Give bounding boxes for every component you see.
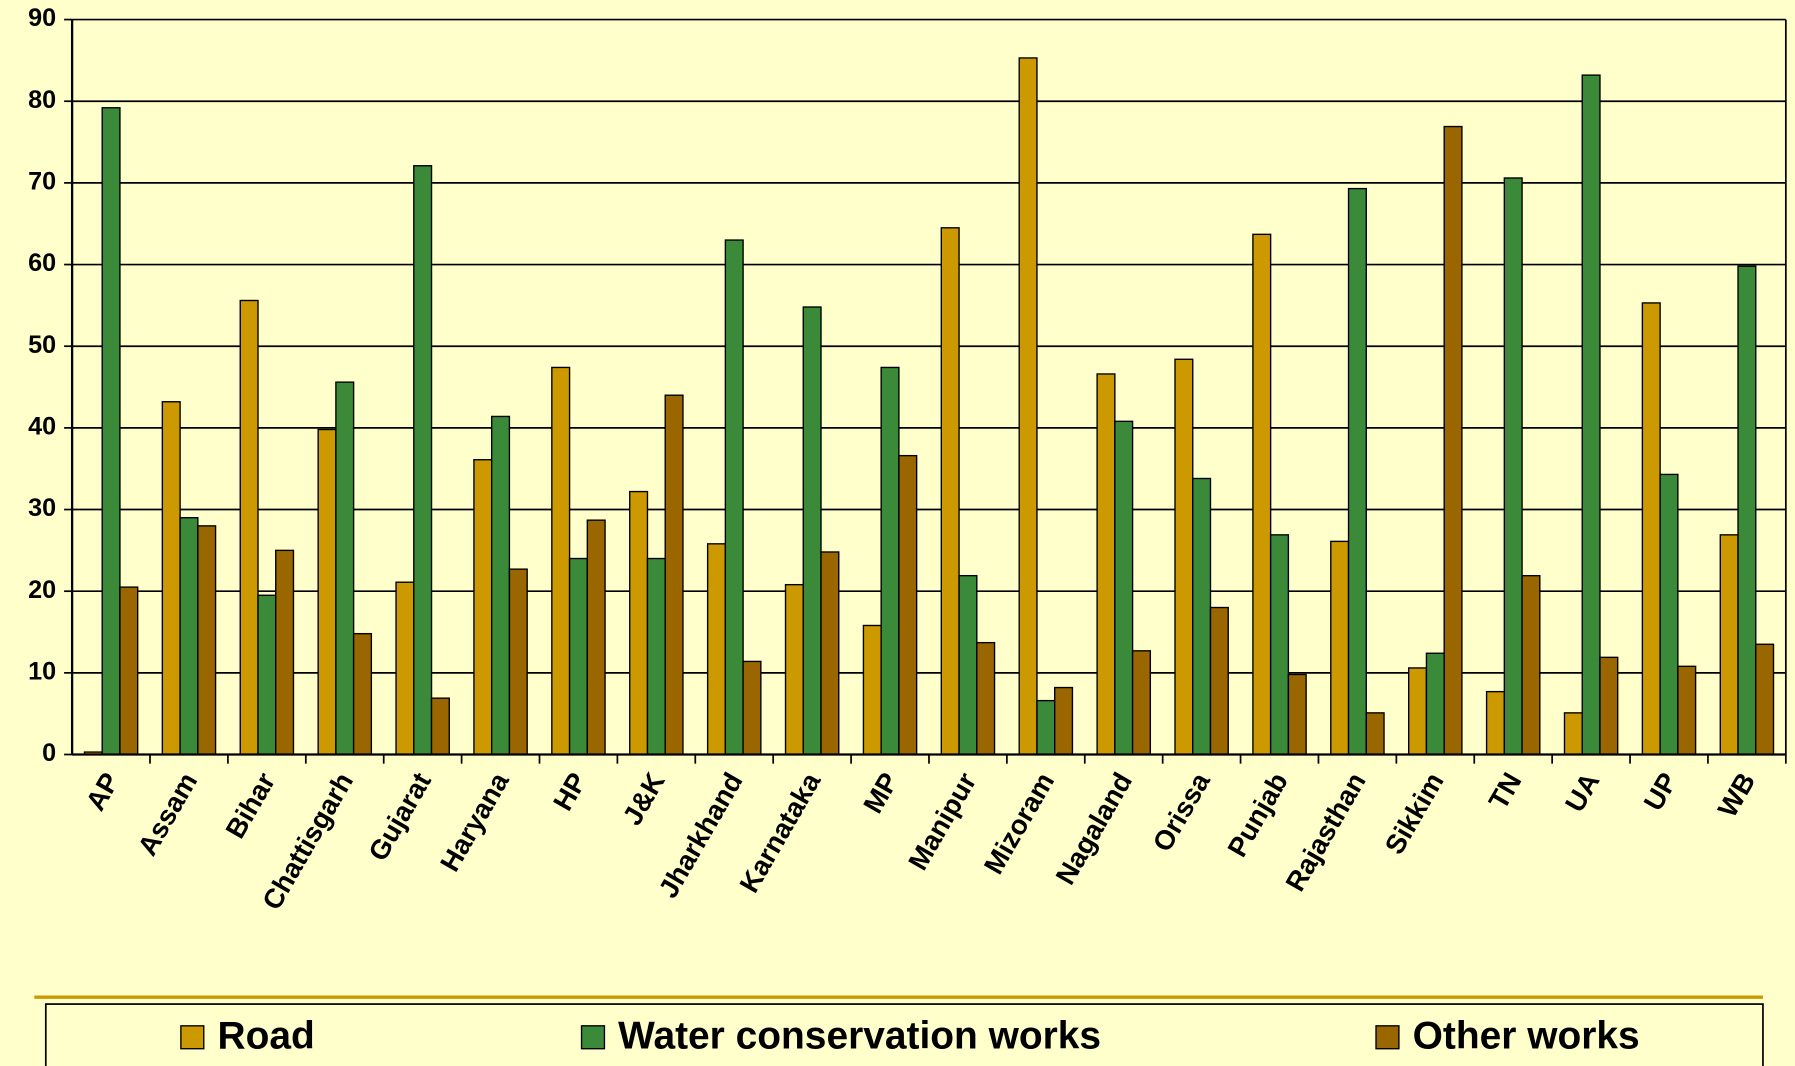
- bar: [1174, 358, 1194, 756]
- y-tick-label: 50: [28, 331, 56, 359]
- bar: [724, 239, 744, 756]
- bar: [1641, 302, 1661, 756]
- bar: [742, 660, 762, 756]
- bar: [1659, 473, 1679, 756]
- bar: [1719, 534, 1739, 756]
- y-tick-label: 20: [28, 576, 56, 604]
- bar: [1269, 534, 1290, 756]
- bar: [275, 549, 295, 756]
- bar: [1737, 265, 1757, 756]
- bar: [1521, 574, 1541, 756]
- bar: [430, 697, 450, 756]
- bar: [1096, 373, 1116, 756]
- bar: [784, 583, 804, 756]
- bar: [646, 557, 666, 756]
- bar: [1287, 673, 1307, 756]
- bar: [1252, 233, 1272, 756]
- bar: [1330, 540, 1350, 756]
- bar: [820, 551, 840, 756]
- legend-box: [44, 1003, 1764, 1066]
- bar: [1131, 650, 1152, 756]
- y-tick-label: 10: [28, 658, 56, 686]
- bar: [898, 454, 918, 756]
- bar: [976, 641, 996, 756]
- bar: [1054, 686, 1074, 756]
- bar: [119, 586, 139, 756]
- legend-swatch: [580, 1025, 606, 1050]
- y-tick-label: 40: [28, 413, 56, 441]
- y-tick-label: 70: [28, 168, 56, 196]
- legend-swatch: [1375, 1025, 1400, 1050]
- bar: [551, 366, 571, 756]
- bar: [1036, 699, 1056, 756]
- bar: [664, 394, 684, 756]
- y-tick-label: 80: [28, 86, 56, 114]
- bar: [1425, 652, 1445, 756]
- bar: [1209, 606, 1229, 756]
- bar: [490, 415, 511, 756]
- bar: [179, 517, 199, 756]
- bar: [1347, 187, 1367, 756]
- y-tick-label: 60: [28, 249, 56, 277]
- bar: [862, 624, 882, 756]
- bar: [413, 165, 433, 756]
- bar: [1485, 690, 1506, 756]
- bar: [1408, 667, 1428, 756]
- y-tick-label: 90: [28, 4, 56, 32]
- legend-label: Other works: [1413, 1015, 1640, 1058]
- y-tick-label: 30: [28, 494, 56, 522]
- bar: [880, 366, 900, 756]
- bar: [568, 557, 589, 756]
- bar: [1581, 74, 1601, 756]
- bar: [473, 459, 493, 756]
- bar: [1599, 656, 1619, 756]
- bar: [335, 381, 355, 756]
- bar: [958, 574, 978, 756]
- bar: [1192, 477, 1212, 756]
- bar: [1755, 643, 1775, 756]
- bar: [706, 543, 727, 756]
- bar: [1563, 712, 1583, 756]
- bar: [586, 519, 606, 756]
- bar: [940, 227, 960, 756]
- bar: [161, 401, 181, 756]
- bar: [317, 428, 337, 756]
- bar: [1443, 125, 1463, 756]
- legend-label: Road: [218, 1015, 315, 1058]
- bar: [629, 490, 649, 756]
- bar: [1677, 665, 1697, 756]
- bar: [197, 525, 217, 756]
- bar: [1503, 177, 1523, 756]
- bar: [802, 306, 822, 756]
- bar: [508, 568, 528, 756]
- bar: [1018, 57, 1038, 756]
- y-tick-label: 0: [42, 739, 56, 767]
- bar: [1114, 420, 1134, 756]
- bar: [352, 632, 373, 756]
- bar: [101, 107, 121, 756]
- legend-label: Water conservation works: [618, 1015, 1101, 1058]
- bar: [1365, 712, 1385, 756]
- bar: [395, 581, 415, 756]
- bar: [257, 594, 277, 756]
- legend-swatch: [180, 1025, 205, 1050]
- bar: [239, 299, 259, 756]
